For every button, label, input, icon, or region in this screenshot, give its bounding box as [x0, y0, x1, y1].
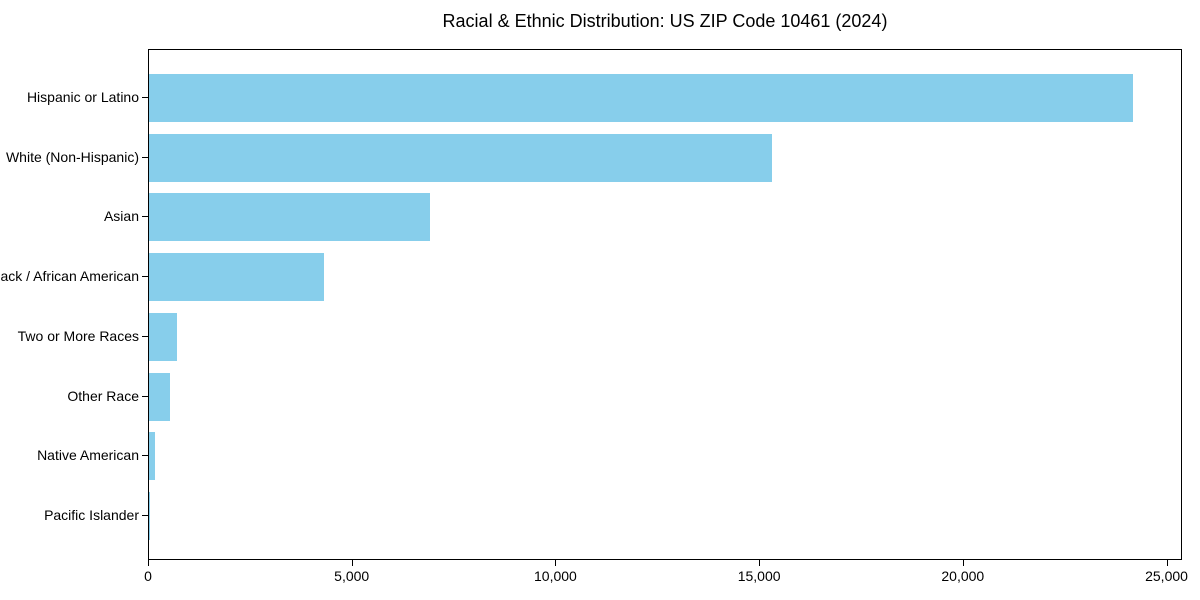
x-tick-mark: [759, 560, 761, 566]
y-tick-label-hispanic-or-latino: Hispanic or Latino: [26, 89, 139, 105]
chart-title: Racial & Ethnic Distribution: US ZIP Cod…: [442, 11, 888, 31]
y-tick-label-two-or-more-races: Two or More Races: [17, 327, 139, 344]
x-tick-label-5000: 5,000: [334, 568, 370, 584]
bar-native-american: [149, 432, 156, 481]
x-tick-mark: [351, 560, 353, 566]
y-tick-mark: [142, 514, 148, 516]
x-tick-label-25000: 25,000: [1145, 568, 1188, 584]
y-tick-mark: [142, 335, 148, 337]
y-tick-mark: [142, 156, 148, 158]
x-tick-label-0: 0: [144, 568, 152, 584]
bar-hispanic-or-latino: [149, 74, 1133, 122]
y-tick-mark: [142, 97, 148, 98]
y-tick-mark: [142, 395, 148, 397]
bar-black-african-american: [149, 253, 324, 302]
y-tick-label-other-race: Other Race: [67, 387, 139, 404]
y-tick-mark: [142, 276, 148, 278]
x-tick-mark: [962, 560, 964, 566]
bar-asian: [149, 193, 430, 242]
x-tick-label-20000: 20,000: [941, 568, 985, 584]
x-tick-mark: [1166, 560, 1168, 566]
bar-white-non-hispanic: [149, 133, 773, 182]
y-tick-label-native-american: Native American: [37, 447, 139, 464]
x-tick-label-10000: 10,000: [533, 568, 577, 584]
y-tick-mark: [142, 216, 148, 218]
y-tick-label-white-non-hispanic: White (Non-Hispanic): [5, 148, 139, 165]
x-tick-mark: [148, 560, 149, 566]
y-tick-label-black-african-american: Black / African American: [0, 268, 139, 285]
bar-two-or-more-races: [149, 312, 178, 361]
x-tick-mark: [555, 560, 557, 566]
y-tick-mark: [142, 455, 148, 457]
plot-area: [148, 49, 1182, 560]
y-tick-label-asian: Asian: [103, 208, 139, 225]
bar-other-race: [149, 372, 171, 421]
x-tick-label-15000: 15,000: [737, 568, 781, 584]
bar-pacific-islander: [149, 491, 151, 540]
y-tick-label-pacific-islander: Pacific Islander: [44, 506, 139, 523]
